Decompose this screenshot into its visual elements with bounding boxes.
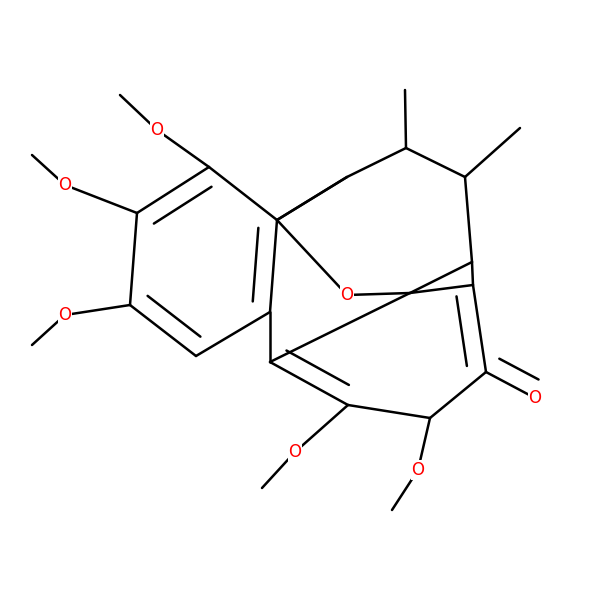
Text: O: O xyxy=(59,176,71,194)
Text: O: O xyxy=(529,389,542,407)
Text: O: O xyxy=(59,306,71,324)
Text: O: O xyxy=(289,443,302,461)
Text: O: O xyxy=(412,461,425,479)
Text: O: O xyxy=(151,121,163,139)
Text: O: O xyxy=(341,286,353,304)
